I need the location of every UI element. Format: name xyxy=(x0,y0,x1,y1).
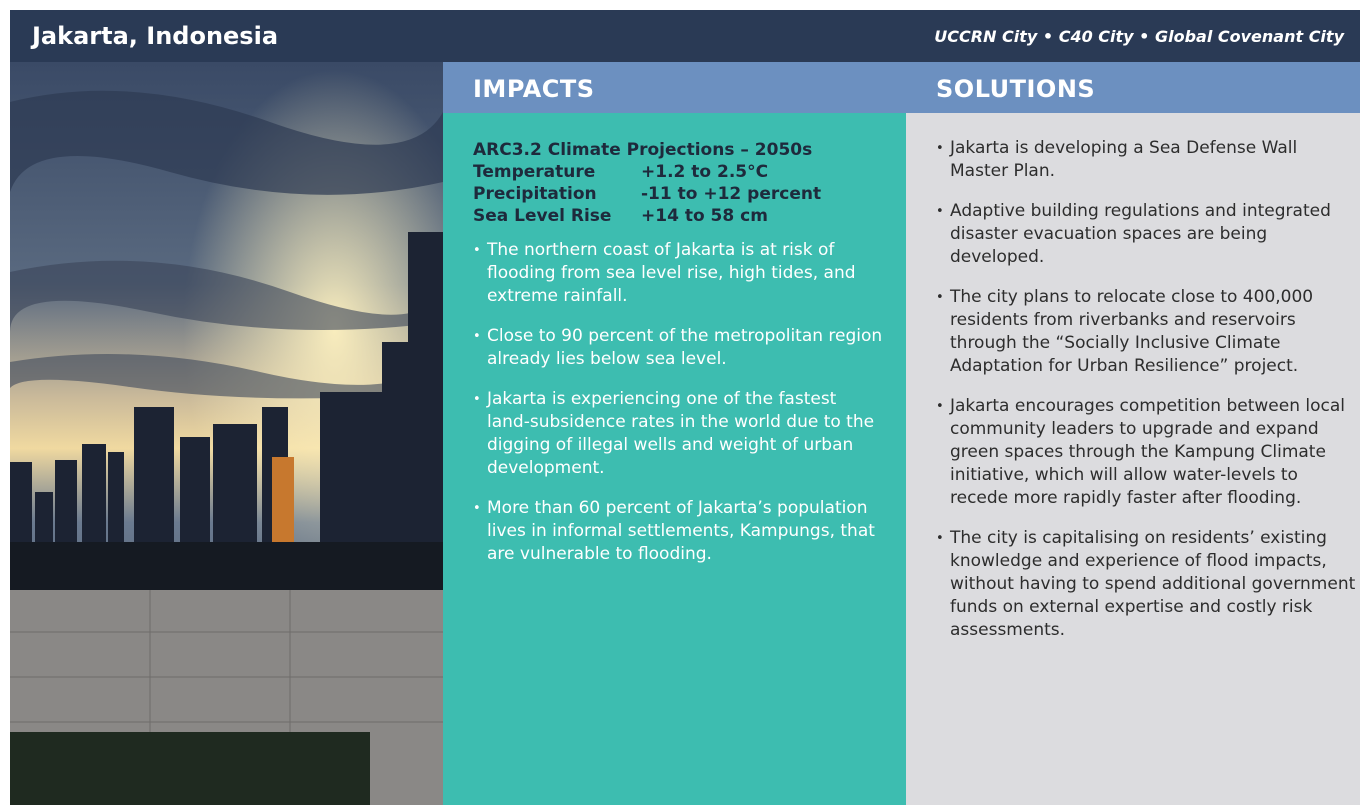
projection-label: Precipitation xyxy=(473,184,597,204)
projections-title: ARC3.2 Climate Projections – 2050s xyxy=(473,140,813,160)
impacts-bullet: Close to 90 percent of the metropolitan … xyxy=(473,325,883,371)
solutions-bullet: Adaptive building regulations and integr… xyxy=(936,200,1356,269)
city-title: Jakarta, Indonesia xyxy=(32,22,279,50)
solutions-heading: SOLUTIONS xyxy=(906,62,1360,113)
impacts-bullet: Jakarta is experiencing one of the faste… xyxy=(473,388,883,480)
solutions-list: Jakarta is developing a Sea Defense Wall… xyxy=(936,137,1356,642)
projection-value: +1.2 to 2.5°C xyxy=(641,162,769,182)
impacts-list: The northern coast of Jakarta is at risk… xyxy=(473,239,883,566)
projection-label: Temperature xyxy=(473,162,596,182)
solutions-bullet: The city is capitalising on residents’ e… xyxy=(936,527,1356,642)
impacts-bullet: More than 60 percent of Jakarta’s popula… xyxy=(473,497,883,566)
projection-row: Temperature +1.2 to 2.5°C xyxy=(473,161,906,183)
impacts-bullet: The northern coast of Jakarta is at risk… xyxy=(473,239,883,308)
city-networks: UCCRN City • C40 City • Global Covenant … xyxy=(934,27,1344,46)
projection-row: Precipitation -11 to +12 percent xyxy=(473,183,906,205)
solutions-column: SOLUTIONS Jakarta is developing a Sea De… xyxy=(906,62,1360,805)
solutions-bullet: Jakarta is developing a Sea Defense Wall… xyxy=(936,137,1356,183)
projection-row: Sea Level Rise +14 to 58 cm xyxy=(473,205,906,227)
city-photo xyxy=(10,62,443,805)
solutions-bullet: The city plans to relocate close to 400,… xyxy=(936,286,1356,378)
header-bar: Jakarta, Indonesia UCCRN City • C40 City… xyxy=(10,10,1360,62)
projection-label: Sea Level Rise xyxy=(473,206,612,226)
projections: ARC3.2 Climate Projections – 2050s Tempe… xyxy=(473,139,906,227)
projection-value: +14 to 58 cm xyxy=(641,206,768,226)
projection-value: -11 to +12 percent xyxy=(641,184,822,204)
impacts-column: IMPACTS ARC3.2 Climate Projections – 205… xyxy=(443,62,906,805)
impacts-heading: IMPACTS xyxy=(443,62,906,113)
solutions-bullet: Jakarta encourages competition between l… xyxy=(936,395,1356,510)
